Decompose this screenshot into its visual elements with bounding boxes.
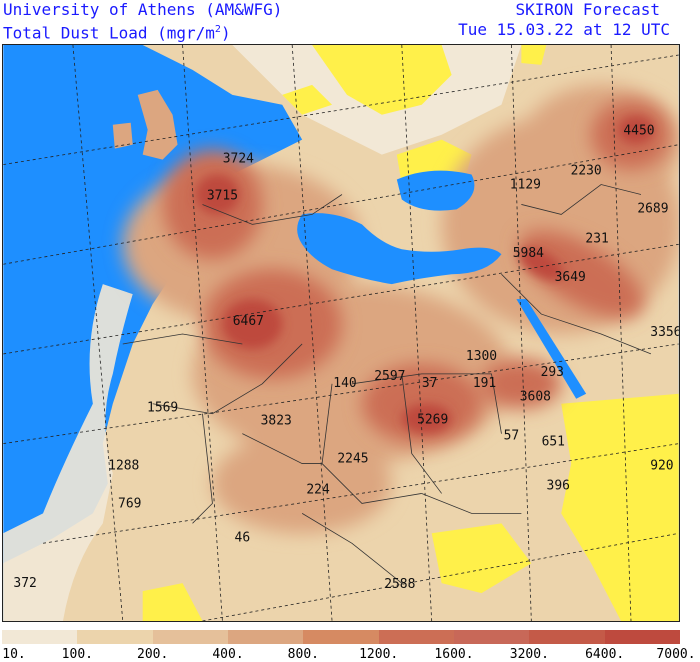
dust-value-label: 2689 <box>637 201 668 216</box>
scale-swatch <box>152 630 228 644</box>
scale-label: 1600. <box>434 647 474 662</box>
dust-value-label: 191 <box>473 376 496 391</box>
dust-load-map: 4450 2230 2689 1129 231 3724 3715 5984 3649 3356 6… <box>2 44 680 622</box>
field-superscript: 2 <box>214 24 221 35</box>
color-scale <box>2 630 680 648</box>
dust-value-label: 1288 <box>108 459 139 474</box>
extreme-dust <box>195 115 654 434</box>
dust-value-label: 920 <box>650 459 673 474</box>
scale-label: 100. <box>61 647 93 662</box>
dust-value-label: 769 <box>118 496 141 511</box>
scale-swatch <box>303 630 379 644</box>
scale-swatch <box>227 630 304 644</box>
dust-value-label: 2245 <box>337 452 368 467</box>
dust-value-label: 3649 <box>555 270 586 285</box>
dust-value-label: 293 <box>541 365 564 380</box>
forecast-label: SKIRON Forecast <box>515 0 661 19</box>
field-label: Total Dust Load (mgr/m <box>3 23 215 43</box>
british-isles-land <box>112 89 178 160</box>
dust-value-label: 2597 <box>374 369 405 384</box>
dust-value-label: 6467 <box>233 314 264 329</box>
dust-value-label: 3715 <box>207 188 238 203</box>
scale-label: 1200. <box>359 647 399 662</box>
scale-label: 3200. <box>509 647 549 662</box>
dust-value-label: 140 <box>333 376 356 391</box>
dust-value-label: 1300 <box>466 349 497 364</box>
scale-label: 400. <box>212 647 244 662</box>
dust-values: 4450 2230 2689 1129 231 3724 3715 5984 3649 3356 6… <box>13 124 680 592</box>
inland-seas <box>297 170 587 399</box>
dust-value-label: 2588 <box>384 577 415 592</box>
scale-label: 6400. <box>585 647 625 662</box>
dust-value-label: 46 <box>235 530 251 545</box>
light-dust-atlantic <box>3 284 133 621</box>
country-borders <box>122 184 652 584</box>
forecast-time: Tue 15.03.22 at 12 UTC <box>458 20 670 39</box>
scale-swatch <box>2 630 78 644</box>
dust-value-label: 4450 <box>623 124 654 139</box>
dust-value-label: 3823 <box>261 414 292 429</box>
dust-value-label: 3608 <box>520 390 551 405</box>
scale-label: 7000. <box>656 647 696 662</box>
dust-value-label: 1129 <box>510 178 541 193</box>
dust-value-label: 37 <box>422 376 438 391</box>
dust-value-label: 1569 <box>147 401 178 416</box>
scale-swatch <box>378 630 454 644</box>
dust-value-label: 651 <box>542 435 565 450</box>
dust-value-label: 57 <box>504 429 520 444</box>
dust-value-label: 224 <box>306 482 330 497</box>
field-close: ) <box>220 23 231 43</box>
scale-swatch <box>453 630 530 644</box>
color-scale-labels: 10. 100. 200. 400. 800. 1200. 1600. 3200. 6400. 7… <box>0 647 700 662</box>
field-title: Total Dust Load (mgr/m2) <box>3 20 231 43</box>
graticule <box>3 45 679 621</box>
dust-value-label: 3356 <box>650 325 680 340</box>
dust-value-label: 3724 <box>223 152 254 167</box>
scale-swatch <box>529 630 605 644</box>
scale-swatch <box>77 630 153 644</box>
scale-label: 200. <box>137 647 169 662</box>
scale-swatch <box>604 630 680 644</box>
dust-value-label: 396 <box>547 478 570 493</box>
scale-label: 10. <box>2 647 26 662</box>
dust-value-label: 5269 <box>417 413 448 428</box>
scale-label: 800. <box>287 647 319 662</box>
dust-value-label: 2230 <box>571 164 602 179</box>
institution-title: University of Athens (AM&WFG) <box>3 0 283 19</box>
dust-value-label: 372 <box>13 576 36 591</box>
dust-value-label: 5984 <box>513 246 544 261</box>
dust-value-label: 231 <box>585 231 608 246</box>
